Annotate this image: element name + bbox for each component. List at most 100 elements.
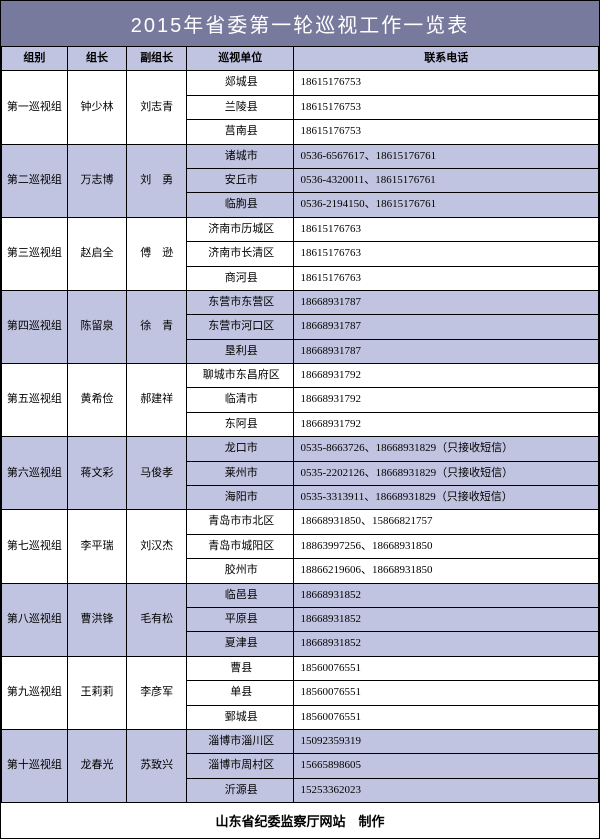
cell-leader: 蒋文彩 <box>67 437 127 510</box>
cell-unit: 龙口市 <box>187 437 294 461</box>
cell-phone: 18615176763 <box>294 242 599 266</box>
cell-unit: 东阿县 <box>187 412 294 436</box>
cell-unit: 济南市长清区 <box>187 242 294 266</box>
cell-leader: 赵启全 <box>67 217 127 290</box>
cell-phone: 18615176753 <box>294 120 599 144</box>
cell-unit: 淄博市周村区 <box>187 754 294 778</box>
cell-phone: 18615176753 <box>294 71 599 95</box>
cell-phone: 18668931792 <box>294 388 599 412</box>
cell-unit: 莱州市 <box>187 461 294 485</box>
cell-unit: 东营市东营区 <box>187 290 294 314</box>
cell-unit: 胶州市 <box>187 559 294 583</box>
cell-leader: 陈留泉 <box>67 290 127 363</box>
table-row: 第九巡视组王莉莉李彦军曹县18560076551 <box>2 656 599 680</box>
table-row: 第五巡视组黄希俭郝建祥聊城市东昌府区18668931792 <box>2 364 599 388</box>
table-container: 2015年省委第一轮巡视工作一览表 组别 组长 副组长 巡视单位 联系电话 第一… <box>0 0 600 839</box>
cell-phone: 18668931787 <box>294 339 599 363</box>
cell-phone: 18615176763 <box>294 217 599 241</box>
cell-unit: 青岛市市北区 <box>187 510 294 534</box>
cell-phone: 15092359319 <box>294 729 599 753</box>
cell-leader: 李平瑞 <box>67 510 127 583</box>
cell-leader: 曹洪锋 <box>67 583 127 656</box>
cell-unit: 青岛市城阳区 <box>187 534 294 558</box>
cell-unit: 平原县 <box>187 607 294 631</box>
cell-deputy: 刘汉杰 <box>127 510 187 583</box>
cell-phone: 18560076551 <box>294 681 599 705</box>
cell-unit: 东营市河口区 <box>187 315 294 339</box>
cell-phone: 0536-2194150、18615176761 <box>294 193 599 217</box>
cell-group: 第十巡视组 <box>2 729 68 802</box>
cell-unit: 鄄城县 <box>187 705 294 729</box>
cell-phone: 15253362023 <box>294 778 599 802</box>
header-row: 组别 组长 副组长 巡视单位 联系电话 <box>2 47 599 71</box>
cell-deputy: 马俊孝 <box>127 437 187 510</box>
cell-unit: 聊城市东昌府区 <box>187 364 294 388</box>
cell-unit: 临邑县 <box>187 583 294 607</box>
cell-phone: 0536-6567617、18615176761 <box>294 144 599 168</box>
cell-phone: 18668931792 <box>294 412 599 436</box>
col-leader: 组长 <box>67 47 127 71</box>
cell-phone: 18668931787 <box>294 290 599 314</box>
cell-unit: 商河县 <box>187 266 294 290</box>
cell-group: 第五巡视组 <box>2 364 68 437</box>
cell-phone: 18668931787 <box>294 315 599 339</box>
cell-deputy: 李彦军 <box>127 656 187 729</box>
table-row: 第八巡视组曹洪锋毛有松临邑县18668931852 <box>2 583 599 607</box>
table-row: 第二巡视组万志博刘 勇诸城市0536-6567617、18615176761 <box>2 144 599 168</box>
cell-phone: 18668931850、15866821757 <box>294 510 599 534</box>
cell-leader: 钟少林 <box>67 71 127 144</box>
cell-group: 第二巡视组 <box>2 144 68 217</box>
table-row: 第一巡视组钟少林刘志青郯城县18615176753 <box>2 71 599 95</box>
cell-unit: 海阳市 <box>187 486 294 510</box>
cell-deputy: 郝建祥 <box>127 364 187 437</box>
cell-leader: 万志博 <box>67 144 127 217</box>
cell-unit: 沂源县 <box>187 778 294 802</box>
cell-phone: 18863997256、18668931850 <box>294 534 599 558</box>
cell-group: 第八巡视组 <box>2 583 68 656</box>
col-phone: 联系电话 <box>294 47 599 71</box>
col-deputy: 副组长 <box>127 47 187 71</box>
cell-deputy: 毛有松 <box>127 583 187 656</box>
cell-unit: 济南市历城区 <box>187 217 294 241</box>
cell-group: 第三巡视组 <box>2 217 68 290</box>
cell-unit: 郯城县 <box>187 71 294 95</box>
cell-phone: 18560076551 <box>294 656 599 680</box>
cell-unit: 安丘市 <box>187 168 294 192</box>
cell-phone: 18668931852 <box>294 583 599 607</box>
cell-phone: 15665898605 <box>294 754 599 778</box>
cell-phone: 18668931792 <box>294 364 599 388</box>
cell-phone: 18866219606、18668931850 <box>294 559 599 583</box>
cell-phone: 18668931852 <box>294 607 599 631</box>
cell-phone: 0535-8663726、18668931829（只接收短信） <box>294 437 599 461</box>
cell-unit: 临朐县 <box>187 193 294 217</box>
cell-phone: 0535-2202126、18668931829（只接收短信） <box>294 461 599 485</box>
cell-phone: 18615176763 <box>294 266 599 290</box>
inspection-table: 组别 组长 副组长 巡视单位 联系电话 第一巡视组钟少林刘志青郯城县186151… <box>1 46 599 803</box>
cell-unit: 兰陵县 <box>187 95 294 119</box>
cell-leader: 龙春光 <box>67 729 127 802</box>
cell-phone: 0536-4320011、18615176761 <box>294 168 599 192</box>
cell-phone: 18668931852 <box>294 632 599 656</box>
cell-group: 第四巡视组 <box>2 290 68 363</box>
footer-text: 山东省纪委监察厅网站 制作 <box>1 803 599 838</box>
table-row: 第六巡视组蒋文彩马俊孝龙口市0535-8663726、18668931829（只… <box>2 437 599 461</box>
cell-group: 第九巡视组 <box>2 656 68 729</box>
cell-unit: 莒南县 <box>187 120 294 144</box>
cell-unit: 曹县 <box>187 656 294 680</box>
cell-unit: 单县 <box>187 681 294 705</box>
cell-unit: 夏津县 <box>187 632 294 656</box>
cell-deputy: 苏致兴 <box>127 729 187 802</box>
col-unit: 巡视单位 <box>187 47 294 71</box>
cell-phone: 18615176753 <box>294 95 599 119</box>
cell-leader: 王莉莉 <box>67 656 127 729</box>
cell-deputy: 刘志青 <box>127 71 187 144</box>
table-row: 第七巡视组李平瑞刘汉杰青岛市市北区18668931850、15866821757 <box>2 510 599 534</box>
cell-group: 第一巡视组 <box>2 71 68 144</box>
cell-unit: 淄博市淄川区 <box>187 729 294 753</box>
cell-unit: 临清市 <box>187 388 294 412</box>
cell-group: 第六巡视组 <box>2 437 68 510</box>
cell-deputy: 傅 逊 <box>127 217 187 290</box>
cell-unit: 垦利县 <box>187 339 294 363</box>
cell-phone: 18560076551 <box>294 705 599 729</box>
table-row: 第十巡视组龙春光苏致兴淄博市淄川区15092359319 <box>2 729 599 753</box>
